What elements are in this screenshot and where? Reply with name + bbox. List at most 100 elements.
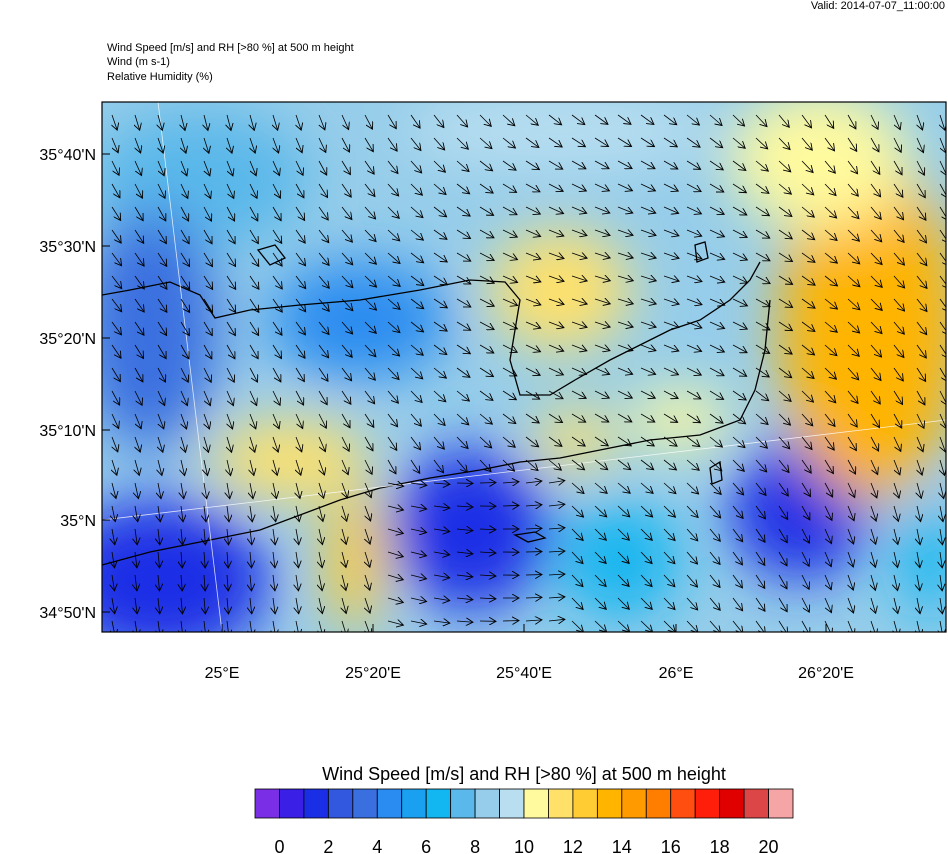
wind-arrow (111, 413, 119, 429)
wind-arrow (318, 252, 329, 265)
wind-arrow (249, 275, 259, 289)
wind-arrow (940, 528, 942, 545)
wind-arrow (709, 160, 723, 170)
wind-arrow (709, 275, 725, 282)
wind-arrow (135, 528, 137, 545)
wind-arrow (870, 321, 882, 334)
wind-arrow (709, 390, 724, 399)
wind-arrow (318, 298, 329, 311)
wind-arrow (226, 298, 236, 312)
wind-arrow (249, 252, 259, 266)
wind-arrow (940, 436, 946, 452)
wind-arrow (778, 459, 789, 473)
wind-arrow (847, 183, 858, 196)
wind-arrow (410, 552, 427, 556)
wind-arrow (341, 114, 349, 130)
wind-arrow (617, 206, 633, 213)
wind-arrow (870, 459, 878, 475)
wind-arrow (617, 276, 633, 281)
colorbar-box (499, 788, 525, 819)
wind-arrow (227, 482, 230, 499)
wind-arrow (433, 598, 450, 601)
wind-arrow (364, 298, 377, 310)
colorbar-box (401, 788, 427, 819)
wind-arrow (273, 114, 278, 130)
wind-arrow (640, 459, 654, 470)
wind-arrow (709, 344, 724, 352)
wind-arrow (640, 276, 656, 281)
wind-arrow (617, 322, 633, 327)
wind-arrow (847, 344, 859, 356)
wind-arrow (870, 229, 882, 242)
wind-arrow (111, 275, 122, 289)
wind-arrow (410, 367, 423, 379)
wind-arrow (318, 436, 325, 452)
wind-arrow (319, 620, 323, 632)
wind-arrow (272, 367, 281, 382)
wind-arrow (617, 253, 633, 258)
wind-arrow (732, 528, 743, 542)
wind-arrow (180, 229, 189, 244)
wind-arrow (433, 367, 446, 378)
wind-arrow (181, 620, 183, 632)
wind-arrow (203, 298, 213, 312)
colorbar-box (254, 788, 280, 819)
wind-arrow (181, 137, 186, 153)
wind-arrow (433, 436, 444, 449)
field (102, 102, 946, 632)
wind-arrow (295, 137, 302, 153)
wind-arrow (709, 413, 723, 423)
wind-arrow (663, 253, 679, 258)
wind-arrow (134, 206, 143, 221)
wind-arrow (525, 114, 538, 125)
wind-arrow (226, 275, 236, 289)
wind-arrow (732, 160, 746, 170)
colorbar-box (645, 788, 672, 819)
wind-arrow (342, 528, 346, 544)
wind-arrow (778, 114, 789, 127)
wind-arrow (709, 528, 720, 541)
wind-arrow (387, 575, 403, 580)
wind-arrow (502, 413, 516, 424)
wind-arrow (617, 528, 629, 540)
wind-arrow (894, 482, 899, 498)
wind-arrow (479, 252, 494, 260)
wind-arrow (387, 298, 400, 309)
wind-arrow (824, 344, 837, 356)
wind-arrow (365, 551, 370, 567)
wind-arrow (364, 114, 372, 129)
wind-arrow (709, 206, 724, 214)
wind-arrow (479, 137, 492, 149)
colorbar-tick-label: 6 (421, 837, 431, 854)
wind-arrow (319, 597, 322, 614)
wind-arrow (594, 528, 606, 540)
wind-arrow (111, 206, 121, 220)
wind-arrow (227, 413, 233, 429)
wind-arrow (617, 459, 631, 470)
wind-arrow (939, 275, 946, 289)
wind-arrow (525, 276, 541, 282)
wind-arrow (181, 459, 185, 476)
wind-arrow (640, 413, 655, 422)
wind-arrow (387, 459, 396, 474)
wind-arrow (180, 367, 188, 382)
wind-arrow (686, 137, 700, 147)
wind-arrow (296, 528, 299, 545)
wind-arrow (134, 275, 144, 289)
wind-arrow (181, 505, 183, 522)
wind-arrow (916, 298, 927, 312)
wind-arrow (801, 344, 815, 355)
wind-arrow (870, 206, 881, 219)
colorbar-tick-label: 16 (661, 837, 681, 854)
wind-arrow (640, 367, 656, 374)
wind-arrow (663, 597, 675, 610)
wind-arrow (180, 252, 190, 267)
wind-arrow (456, 298, 471, 307)
wind-arrow (894, 459, 900, 475)
wind-arrow (640, 597, 652, 609)
colorbar-box (670, 788, 696, 819)
colorbar-box (743, 788, 769, 819)
wind-arrow (295, 321, 305, 335)
wind-arrow (939, 183, 946, 198)
wind-arrow (249, 367, 258, 382)
